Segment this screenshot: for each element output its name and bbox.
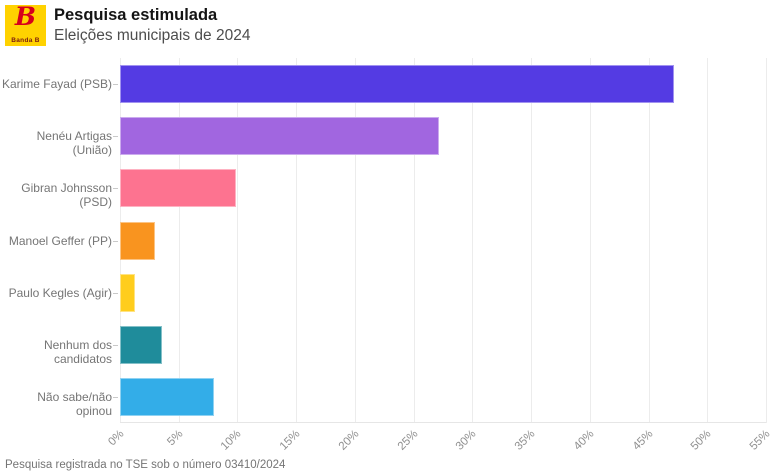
x-tick-label: 35% xyxy=(512,428,538,453)
category-label-5: Nenhum dos candidatos xyxy=(43,338,112,366)
bar-6[interactable] xyxy=(120,378,214,416)
gridline xyxy=(237,58,238,423)
x-tick-label: 45% xyxy=(630,428,656,453)
category-label-6: Não sabe/não opinou xyxy=(37,390,112,418)
category-label-2: Gibran Johnsson (PSD) xyxy=(21,181,112,209)
bar-4[interactable] xyxy=(120,274,135,312)
x-tick-label: 50% xyxy=(688,428,714,453)
category-tick xyxy=(113,293,118,294)
gridline xyxy=(179,58,180,423)
gridline xyxy=(766,58,767,423)
tse-registration-note: Pesquisa registrada no TSE sob o número … xyxy=(5,459,286,471)
chart-title: Pesquisa estimulada xyxy=(54,6,218,24)
bar-5[interactable] xyxy=(120,326,162,364)
category-label-1: Nenéu Artigas (União) xyxy=(36,129,112,157)
gridline xyxy=(707,58,708,423)
gridline xyxy=(472,58,473,423)
gridline xyxy=(649,58,650,423)
banda-b-logo: B Banda B xyxy=(5,2,46,46)
x-tick-label: 20% xyxy=(336,428,362,453)
chart-header: B Banda B Pesquisa estimulada Eleições m… xyxy=(5,2,251,46)
chart-subtitle: Eleições municipais de 2024 xyxy=(54,27,251,44)
x-tick-label: 40% xyxy=(571,428,597,453)
x-axis-line xyxy=(120,422,766,423)
gridline xyxy=(355,58,356,423)
x-tick-label: 55% xyxy=(747,428,771,453)
category-tick xyxy=(113,345,118,346)
logo-b-glyph: B xyxy=(14,2,37,31)
category-label-0: Karime Fayad (PSB) xyxy=(1,77,112,91)
category-tick xyxy=(113,136,118,137)
gridline xyxy=(590,58,591,423)
gridline xyxy=(296,58,297,423)
x-tick-label: 25% xyxy=(395,428,421,453)
category-label-4: Paulo Kegles (Agir) xyxy=(8,286,112,300)
x-tick-label: 30% xyxy=(453,428,479,453)
gridline xyxy=(414,58,415,423)
category-tick xyxy=(113,241,118,242)
category-tick xyxy=(113,188,118,189)
logo-brand-text: Banda B xyxy=(11,37,40,44)
category-label-3: Manoel Geffer (PP) xyxy=(8,234,112,248)
bar-3[interactable] xyxy=(120,222,155,260)
bar-1[interactable] xyxy=(120,117,439,155)
gridline xyxy=(531,58,532,423)
category-tick xyxy=(113,84,118,85)
bar-2[interactable] xyxy=(120,169,236,207)
bar-0[interactable] xyxy=(120,65,674,103)
category-tick xyxy=(113,397,118,398)
